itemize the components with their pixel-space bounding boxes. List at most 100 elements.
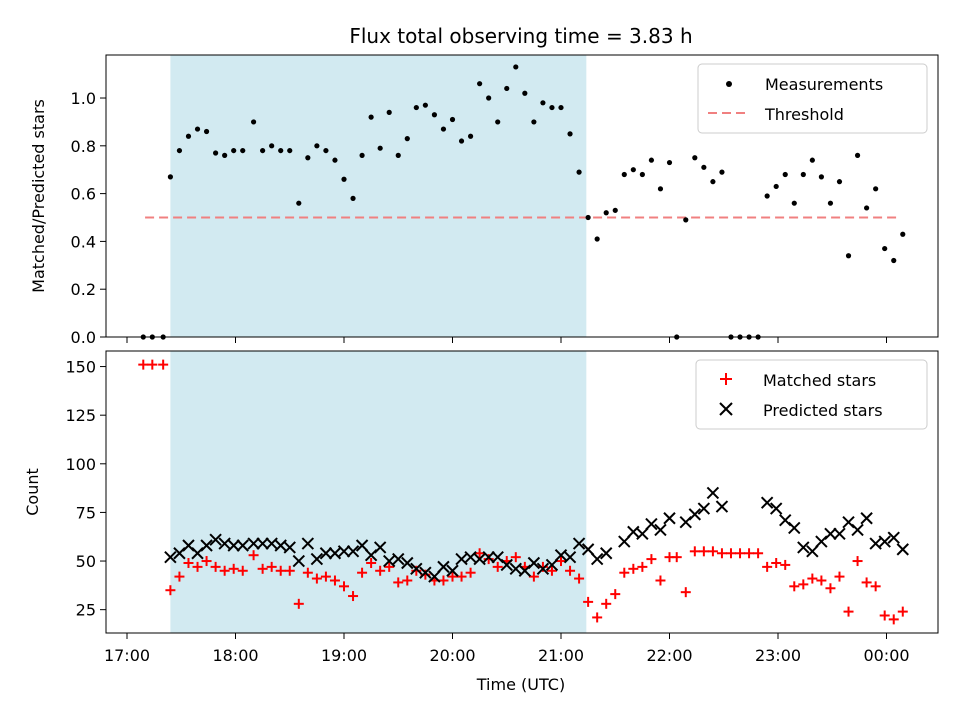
- predicted-star-point: [636, 527, 649, 541]
- predicted-star-point: [355, 539, 369, 552]
- y-tick-label: 0.2: [71, 280, 96, 299]
- predicted-star-point: [482, 550, 495, 564]
- matched-star-point: [293, 598, 304, 609]
- matched-star-point: [302, 567, 313, 578]
- x-tick-label: 23:00: [755, 646, 801, 665]
- measurement-point: [900, 231, 906, 237]
- measurement-point: [377, 145, 383, 151]
- measurement-point: [791, 200, 797, 206]
- y-tick-label: 1.0: [71, 89, 96, 108]
- matched-star-point: [825, 583, 836, 594]
- measurement-point: [185, 133, 192, 139]
- measurement-point: [845, 253, 852, 259]
- measurement-point: [395, 152, 401, 158]
- predicted-star-point: [536, 562, 550, 576]
- measurement-point: [222, 152, 228, 158]
- matched-star-point: [465, 567, 476, 578]
- matched-star-point: [762, 561, 773, 572]
- matched-star-point: [565, 565, 576, 576]
- matched-star-point: [201, 556, 212, 567]
- predicted-star-point: [292, 554, 305, 568]
- predicted-star-point: [446, 564, 459, 577]
- matched-star-point: [852, 556, 863, 567]
- matched-star-point: [384, 561, 395, 572]
- measurement-point: [692, 155, 698, 161]
- measurement-point: [800, 171, 806, 178]
- measurement-point: [621, 171, 627, 178]
- matched-star-point: [744, 548, 755, 559]
- matched-star-point: [689, 546, 700, 557]
- top-axes-frame: [105, 54, 939, 338]
- predicted-star-points: [164, 486, 909, 583]
- measurement-point: [278, 147, 284, 154]
- matched-star-point: [861, 577, 872, 588]
- matched-star-point: [348, 591, 359, 602]
- measurement-point: [540, 100, 546, 106]
- matched-star-point: [610, 589, 621, 600]
- measurement-point: [603, 210, 609, 216]
- x-tick-label: 22:00: [646, 646, 692, 665]
- predicted-star-point: [618, 535, 631, 548]
- measurement-point: [467, 133, 474, 139]
- measurement-point: [764, 193, 770, 199]
- predicted-star-point: [715, 500, 729, 513]
- measurement-point: [240, 147, 246, 154]
- threshold-legend-label: Threshold: [764, 105, 844, 124]
- matched-star-point: [174, 571, 185, 582]
- x-tick-label: 20:00: [429, 646, 475, 665]
- predicted-star-point: [392, 552, 405, 566]
- y-tick-label: 0.0: [71, 328, 96, 347]
- matched-star-point: [266, 561, 277, 572]
- measurement-point: [203, 128, 210, 135]
- predicted-star-point: [209, 533, 222, 546]
- measurement-point: [639, 171, 645, 178]
- matched-star-point: [556, 556, 566, 567]
- matched-star-point: [228, 563, 239, 574]
- matched-star-point: [329, 575, 340, 586]
- measurement-point: [576, 169, 582, 175]
- measurements-legend-label: Measurements: [765, 75, 883, 94]
- predicted-star-point: [590, 552, 604, 566]
- bottom-panel: 25 50 75 100 125 150 17:00 18:00 19:00 20:00 21:0…: [23, 350, 939, 694]
- predicted-star-point: [164, 550, 177, 564]
- measurement-point: [567, 131, 573, 137]
- bottom-legend: Matched stars Predicted stars: [695, 359, 928, 430]
- predicted-star-point: [600, 547, 613, 560]
- matched-star-points: [138, 359, 908, 625]
- matched-star-point: [257, 563, 268, 574]
- predicted-star-point: [346, 545, 360, 558]
- matched-star-point: [474, 548, 485, 559]
- matched-star-point: [248, 550, 259, 561]
- matched-legend-label: Matched stars: [763, 371, 876, 390]
- matched-star-point: [816, 575, 827, 586]
- matched-star-point: [210, 561, 221, 572]
- top-x-ticks: [126, 337, 887, 343]
- matched-star-point: [357, 567, 368, 578]
- matched-star-point: [628, 563, 639, 574]
- y-tick-label: 125: [65, 406, 96, 425]
- measurement-point: [422, 102, 428, 108]
- measurement-point: [486, 95, 492, 101]
- predicted-star-point: [878, 535, 891, 548]
- matched-star-point: [798, 579, 809, 590]
- predicted-star-point: [860, 512, 873, 525]
- measurement-point: [458, 138, 465, 144]
- predicted-star-point: [654, 523, 667, 537]
- matched-star-point: [237, 565, 248, 576]
- matched-star-point: [546, 565, 557, 576]
- matched-star-point: [158, 359, 169, 370]
- predicted-star-point: [527, 556, 541, 570]
- y-tick-label: 0.4: [71, 232, 96, 251]
- predicted-star-point: [373, 541, 387, 554]
- predicted-star-point: [663, 512, 676, 525]
- x-tick-label: 21:00: [538, 646, 584, 665]
- predicted-legend-marker: [719, 402, 733, 416]
- x-axis-label: Time (UTC): [476, 675, 565, 694]
- matched-star-point: [619, 567, 630, 578]
- predicted-star-point: [236, 539, 249, 552]
- matched-star-point: [725, 548, 736, 559]
- measurement-point: [495, 119, 501, 125]
- matched-star-point: [147, 359, 158, 370]
- matched-star-point: [698, 546, 709, 557]
- measurement-point: [864, 205, 870, 211]
